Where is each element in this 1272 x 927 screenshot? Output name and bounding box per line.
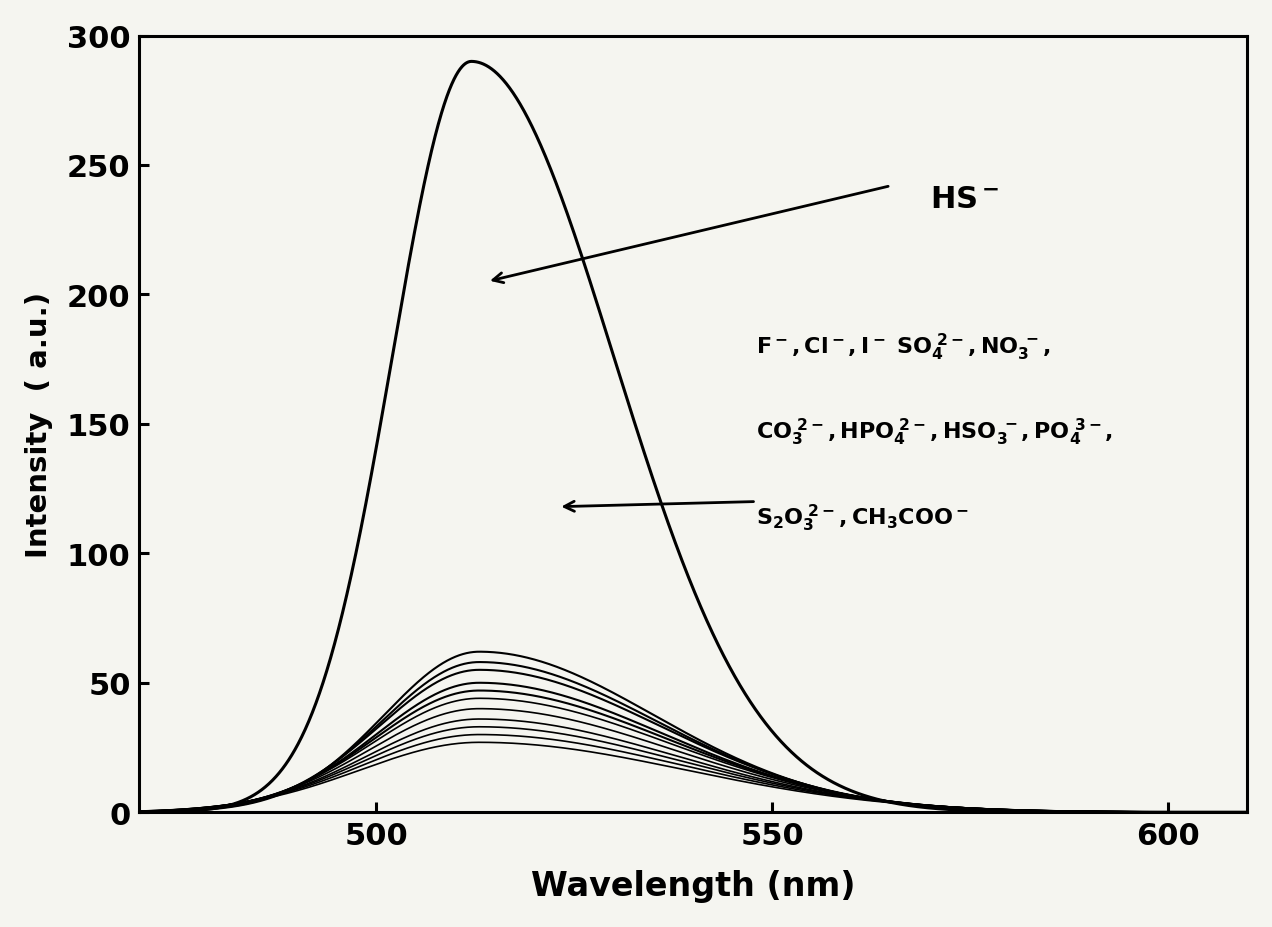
Text: $\mathbf{HS^-}$: $\mathbf{HS^-}$ [930,184,1000,214]
Y-axis label: Intensity  ( a.u.): Intensity ( a.u.) [25,291,53,557]
Text: $\mathbf{CO_3^{\ 2-},HPO_4^{\ 2-},HSO_3^{\ -},PO_4^{\ 3-},}$: $\mathbf{CO_3^{\ 2-},HPO_4^{\ 2-},HSO_3^… [757,416,1113,448]
Text: $\mathbf{S_2O_3^{\ 2-},CH_3COO^-}$: $\mathbf{S_2O_3^{\ 2-},CH_3COO^-}$ [757,502,969,533]
X-axis label: Wavelength (nm): Wavelength (nm) [530,870,855,902]
Text: $\mathbf{F^-}$$\mathbf{,Cl^-,I^-}$ $\mathbf{SO_4^{\ 2-}}$$\mathbf{,NO_3^{\ -},}$: $\mathbf{F^-}$$\mathbf{,Cl^-,I^-}$ $\mat… [757,331,1051,362]
